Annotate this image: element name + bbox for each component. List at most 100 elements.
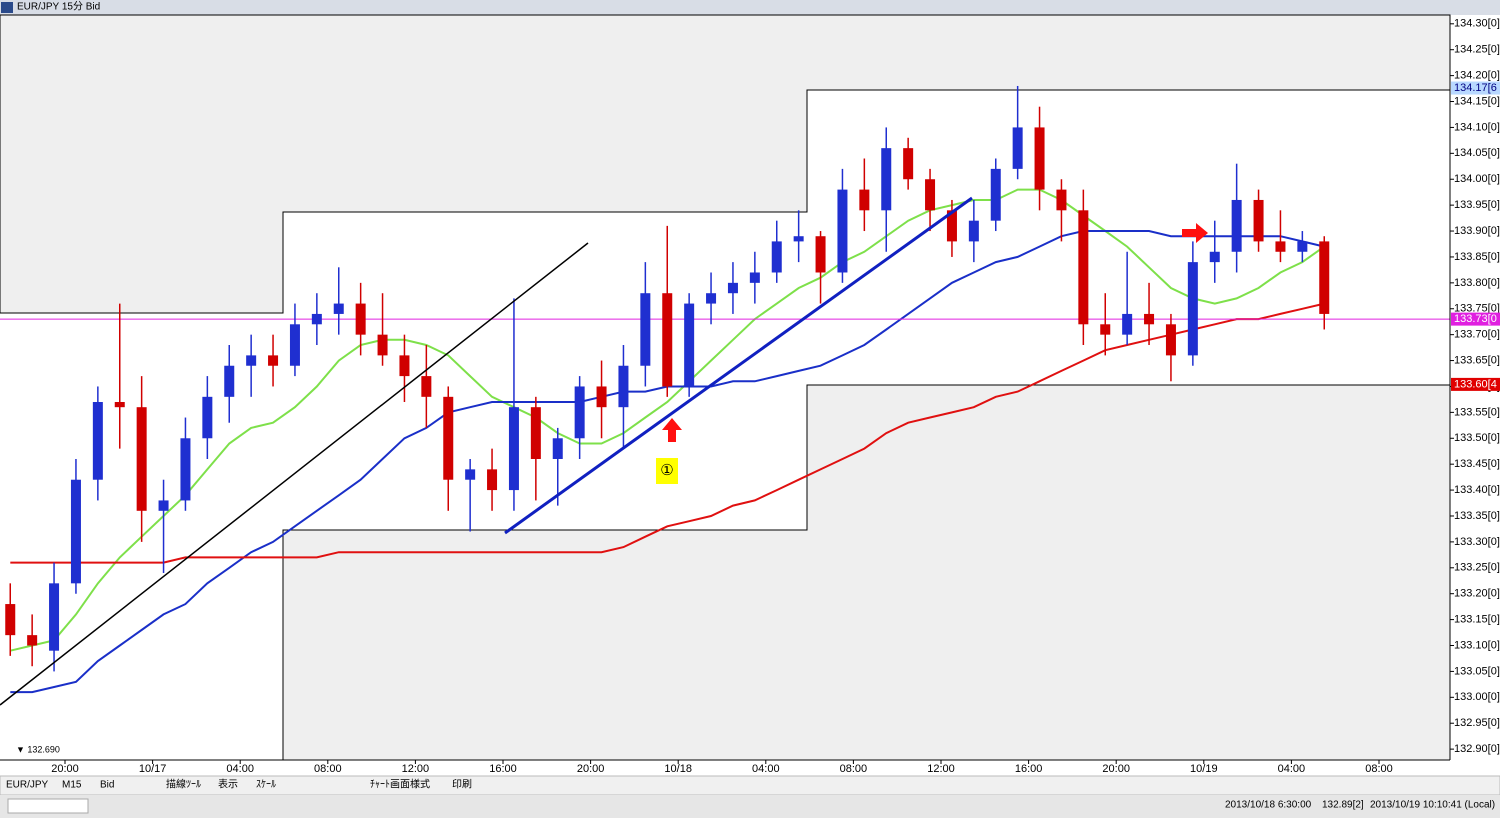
candle-body	[443, 396, 454, 480]
candle-body	[5, 604, 16, 636]
candle-body	[1165, 324, 1176, 356]
y-axis-area	[1450, 15, 1500, 776]
trend-line	[0, 242, 589, 706]
x-tick-label: 16:00	[489, 763, 517, 775]
candle-body	[684, 303, 695, 387]
y-tick-label: 133.45[0]	[1454, 458, 1500, 470]
candle-body	[530, 407, 541, 459]
y-tick-label: 134.15[0]	[1454, 95, 1500, 107]
candle-body	[268, 355, 279, 366]
x-tick-label: 10/19	[1190, 763, 1218, 775]
x-tick-label: 10/17	[139, 763, 167, 775]
annotation-box	[656, 458, 678, 484]
y-tick-label: 133.15[0]	[1454, 614, 1500, 626]
candle-body	[727, 282, 738, 294]
candle-body	[136, 407, 147, 511]
candle-body	[421, 376, 432, 397]
candle-body	[1275, 241, 1286, 252]
y-tick-label: 134.10[0]	[1454, 121, 1500, 133]
candle-body	[1297, 241, 1308, 252]
y-tick-label: 132.95[0]	[1454, 717, 1500, 729]
candle-body	[1078, 210, 1089, 325]
trend-line	[504, 196, 973, 535]
y-tick-label: 133.90[0]	[1454, 225, 1500, 237]
candle-body	[92, 402, 103, 480]
toolbar-button[interactable]: 表示	[218, 778, 238, 791]
candle-body	[70, 479, 81, 584]
y-tick-label: 133.50[0]	[1454, 432, 1500, 444]
y-tick-label: 134.20[0]	[1454, 70, 1500, 82]
candle-body	[246, 355, 257, 366]
candle-body	[465, 469, 476, 480]
y-tick-label: 133.55[0]	[1454, 406, 1500, 418]
x-tick-label: 08:00	[1365, 763, 1393, 775]
candle-body	[1144, 313, 1155, 325]
x-tick-label: 08:00	[314, 763, 342, 775]
candle-body	[1056, 189, 1067, 211]
candle-body	[771, 241, 782, 273]
candle-body	[355, 303, 366, 335]
x-tick-label: 16:00	[1015, 763, 1043, 775]
title-bar	[0, 0, 1500, 15]
candle-body	[552, 438, 563, 459]
candle-body	[158, 500, 169, 511]
candle-body	[508, 407, 519, 491]
candle-body	[1187, 262, 1198, 356]
y-tick-label: 132.90[0]	[1454, 743, 1500, 755]
y-tick-label: 133.85[0]	[1454, 251, 1500, 263]
candle-body	[662, 293, 673, 387]
x-tick-label: 04:00	[752, 763, 780, 775]
y-tick-label: 134.30[0]	[1454, 18, 1500, 30]
toolbar-button[interactable]: 描線ﾂｰﾙ	[166, 778, 201, 791]
candle-body	[114, 402, 125, 408]
y-tick-label: 133.40[0]	[1454, 484, 1500, 496]
y-tick-label: 133.10[0]	[1454, 639, 1500, 651]
price-tag	[1451, 312, 1500, 326]
candle-body	[815, 236, 826, 273]
candle-body	[946, 210, 957, 242]
y-tick-label: 134.05[0]	[1454, 147, 1500, 159]
status-field: 132.89[2]	[1322, 800, 1364, 811]
toolbar-button[interactable]: ｽｹｰﾙ	[256, 779, 276, 791]
candle-body	[574, 386, 585, 439]
price-tag	[1451, 377, 1500, 391]
candle-body	[311, 313, 322, 325]
price-tag-label: 134.17[6	[1454, 82, 1497, 94]
status-field: 2013/10/19 10:10:41 (Local)	[1370, 800, 1495, 811]
candle-body	[49, 583, 60, 651]
y-tick-label: 133.70[0]	[1454, 329, 1500, 341]
candle-body	[968, 220, 979, 242]
candle-body	[1231, 199, 1242, 252]
y-tick-label: 134.00[0]	[1454, 173, 1500, 185]
candle-body	[859, 189, 870, 211]
x-tick-label: 04:00	[1278, 763, 1306, 775]
candle-body	[990, 168, 1001, 221]
y-tick-label: 133.80[0]	[1454, 277, 1500, 289]
y-tick-label: 133.00[0]	[1454, 691, 1500, 703]
price-tag	[1451, 81, 1500, 95]
y-tick-label: 133.05[0]	[1454, 665, 1500, 677]
y-tick-label: 134.25[0]	[1454, 44, 1500, 56]
candle-body	[793, 236, 804, 242]
y-tick-label: 133.25[0]	[1454, 562, 1500, 574]
toolbar-button[interactable]: M15	[62, 780, 82, 791]
toolbar-button[interactable]: ﾁｬｰﾄ画面様式	[370, 778, 430, 791]
toolbar-button[interactable]: 印刷	[452, 779, 472, 791]
candle-body	[1122, 313, 1133, 335]
candle-body	[487, 469, 498, 491]
candle-body	[1253, 199, 1264, 242]
candle-body	[377, 334, 388, 356]
scrollbar[interactable]	[7, 798, 89, 814]
candle-body	[1012, 127, 1023, 169]
toolbar-button[interactable]: EUR/JPY	[6, 780, 49, 791]
toolbar-button[interactable]: Bid	[100, 780, 114, 791]
x-tick-label: 20:00	[51, 763, 79, 775]
candle-body	[596, 386, 607, 408]
candle-body	[903, 148, 914, 180]
y-tick-label: 133.35[0]	[1454, 510, 1500, 522]
x-tick-label: 04:00	[226, 763, 254, 775]
x-tick-label: 12:00	[402, 763, 430, 775]
candle-body	[289, 324, 300, 366]
candle-body	[837, 189, 848, 273]
